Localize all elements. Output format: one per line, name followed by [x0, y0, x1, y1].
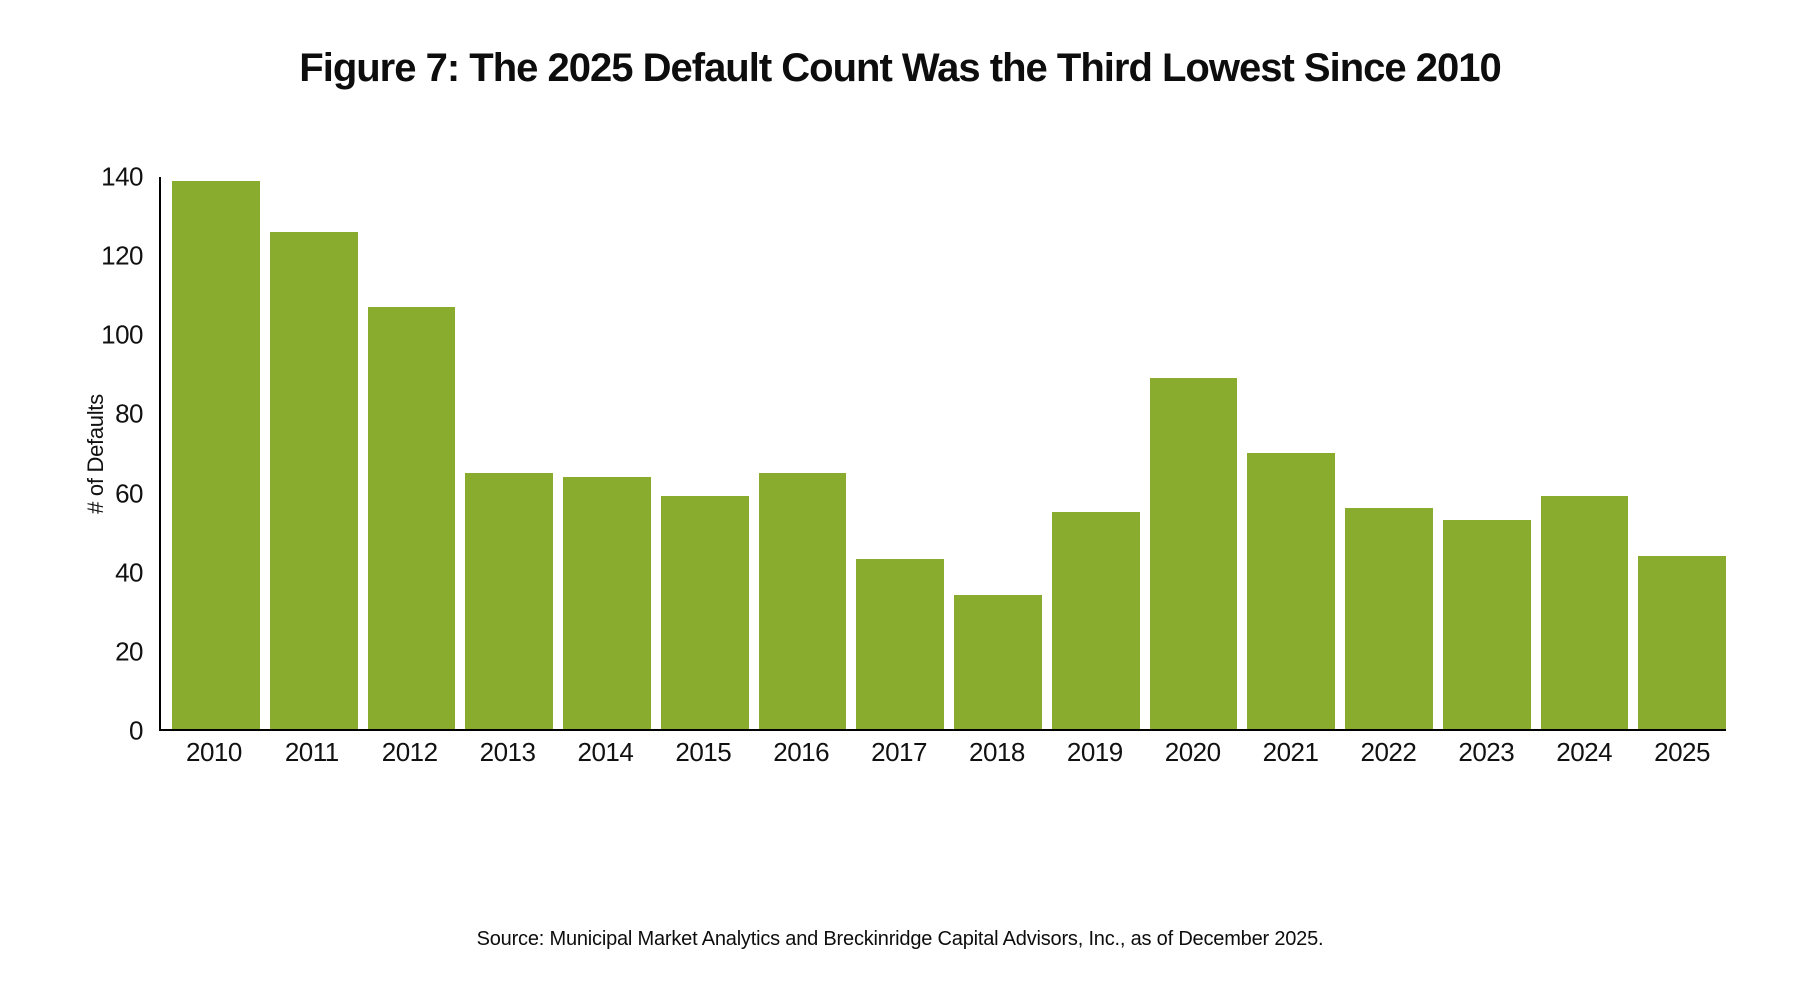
bar-2024 — [1540, 496, 1629, 729]
source-note: Source: Municipal Market Analytics and B… — [476, 928, 1324, 950]
x-tick-label-2021: 2021 — [1262, 737, 1319, 767]
y-tick-label-0: 0 — [129, 715, 143, 746]
y-tick-label-100: 100 — [101, 319, 143, 350]
x-tick-label-2015: 2015 — [675, 737, 732, 767]
chart-title: Figure 7: The 2025 Default Count Was the… — [299, 46, 1501, 90]
bar-2018 — [954, 594, 1042, 729]
bar-2022 — [1345, 508, 1433, 729]
bar-2014 — [563, 476, 651, 729]
bar-2023 — [1442, 520, 1531, 729]
x-axis-ticks: 2010 2011 2012 2013 2014 2015 2016 2017 2018 2019… — [159, 737, 1726, 768]
bar-2012 — [367, 307, 456, 729]
y-tick-label-40: 40 — [115, 557, 143, 588]
x-tick-label-2013: 2013 — [479, 737, 536, 767]
y-tick-label-80: 80 — [115, 398, 143, 429]
bar-2010 — [172, 180, 260, 729]
y-tick-label-140: 140 — [101, 161, 143, 192]
x-tick-label-2022: 2022 — [1360, 737, 1417, 767]
bar-2016 — [758, 472, 847, 729]
x-tick-label-2019: 2019 — [1066, 737, 1123, 767]
x-tick-label-2011: 2011 — [284, 737, 339, 767]
y-tick-label-20: 20 — [115, 636, 143, 667]
bar-series — [161, 177, 1726, 729]
x-tick-label-2024: 2024 — [1556, 737, 1613, 767]
bar-2013 — [465, 472, 553, 729]
x-tick-label-2016: 2016 — [773, 737, 830, 767]
x-tick-label-2023: 2023 — [1458, 737, 1515, 767]
x-tick-label-2020: 2020 — [1164, 737, 1221, 767]
bar-2019 — [1051, 512, 1140, 729]
bar-2020 — [1149, 378, 1238, 729]
plot-area — [159, 177, 1726, 731]
bar-2011 — [269, 232, 358, 729]
y-tick-label-120: 120 — [101, 240, 143, 271]
y-tick-label-60: 60 — [115, 478, 143, 509]
bar-2021 — [1247, 453, 1335, 729]
y-axis-ticks: 0 20 40 60 80 100 120 140 — [0, 162, 151, 746]
x-tick-label-2010: 2010 — [186, 737, 242, 767]
bar-2017 — [856, 559, 944, 729]
bar-2025 — [1638, 555, 1726, 729]
x-tick-label-2025: 2025 — [1654, 737, 1710, 767]
x-tick-label-2014: 2014 — [577, 737, 634, 767]
x-tick-label-2017: 2017 — [871, 737, 927, 767]
x-tick-label-2018: 2018 — [969, 737, 1025, 767]
bar-2015 — [660, 496, 749, 729]
x-tick-label-2012: 2012 — [381, 737, 438, 767]
